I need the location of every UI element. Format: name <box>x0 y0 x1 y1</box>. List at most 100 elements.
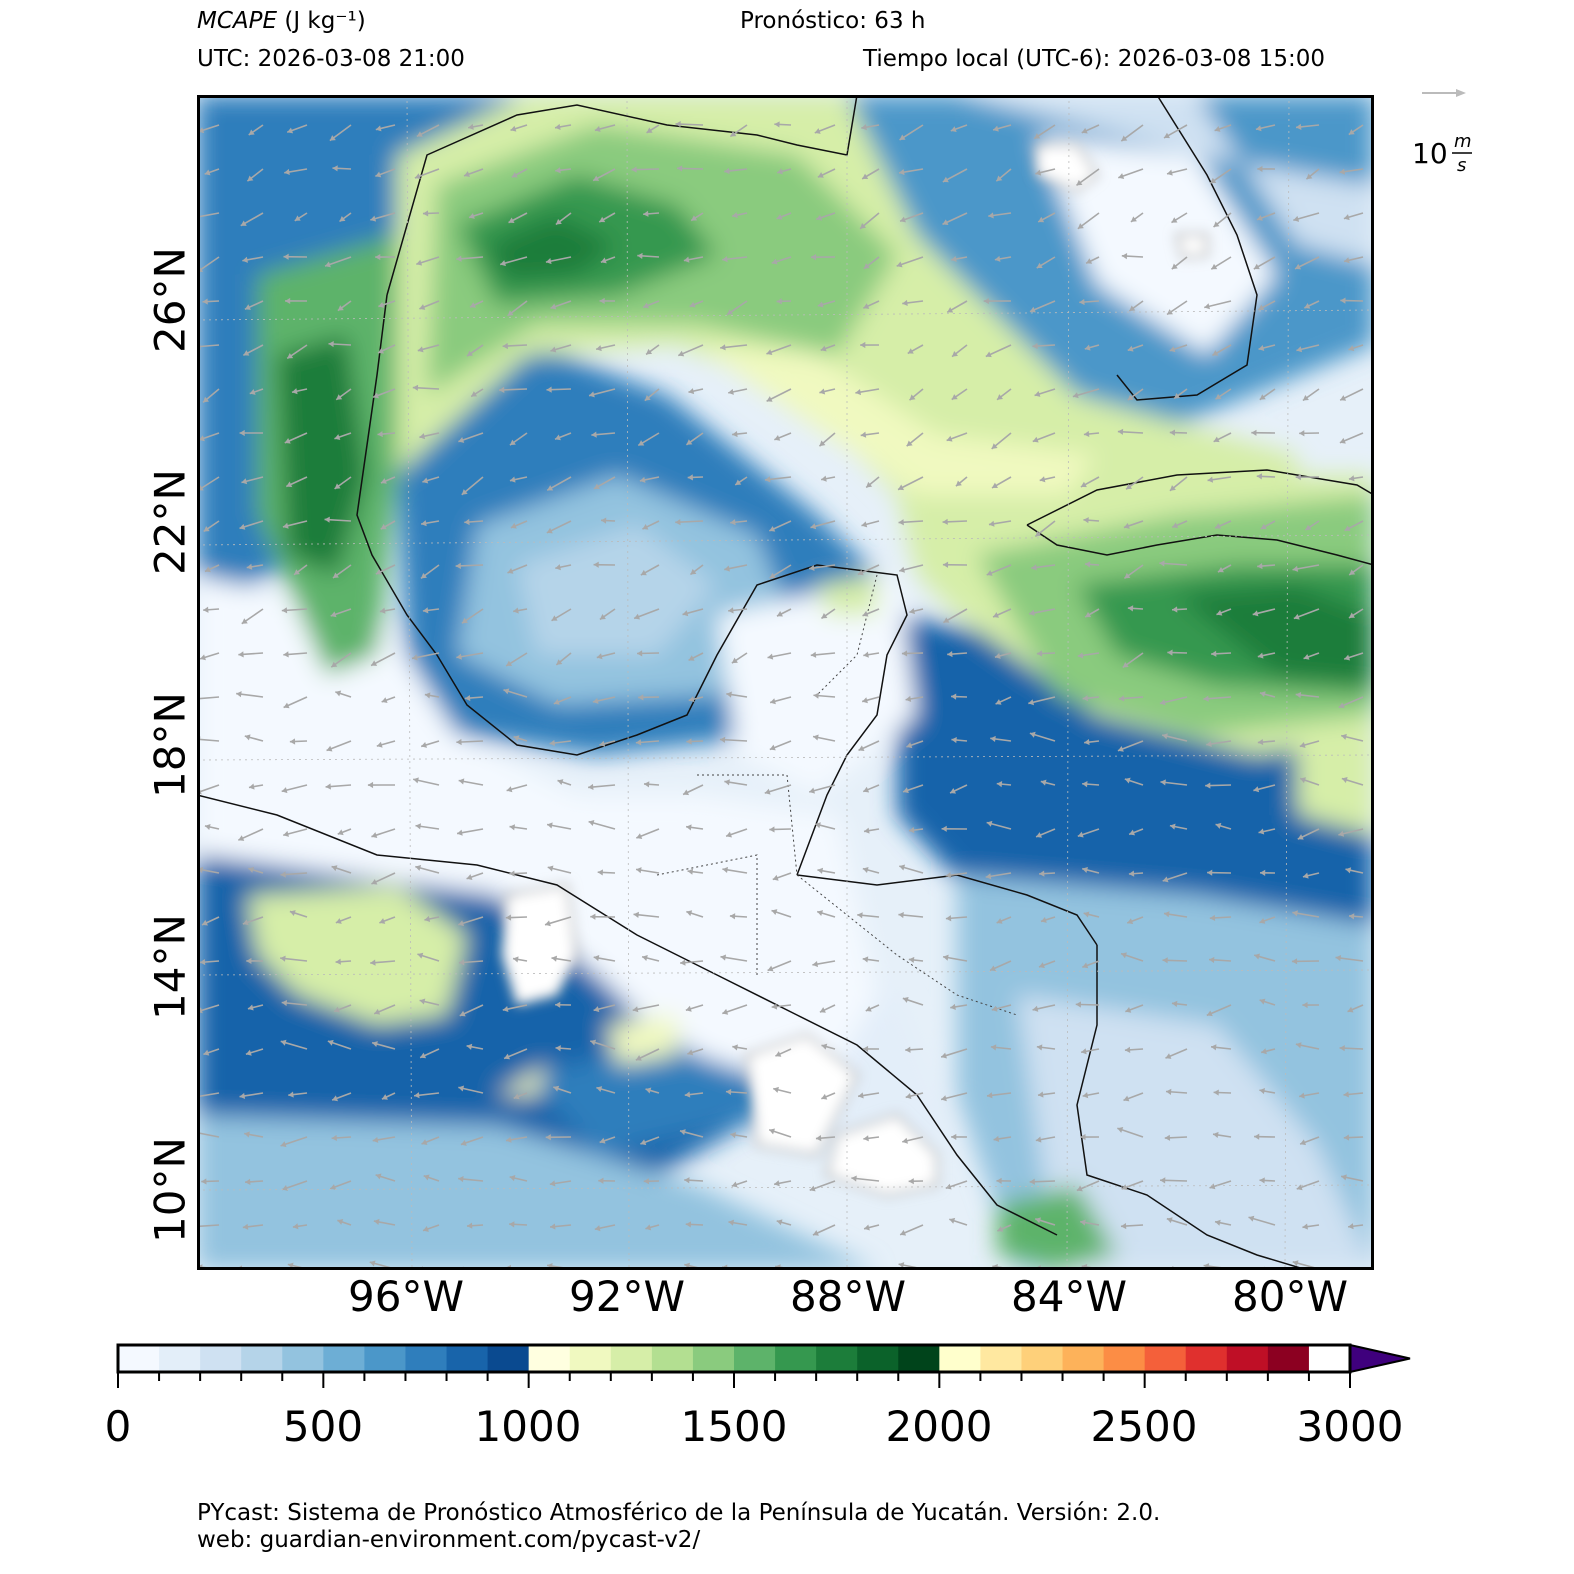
wind-vector-head <box>990 1044 997 1051</box>
variable-title: MCAPE (J kg⁻¹) <box>197 8 366 34</box>
wind-vector-head <box>1077 831 1084 838</box>
wind-vector-head <box>675 121 681 128</box>
wind-vector-head <box>902 1137 908 1144</box>
wind-vector-head <box>1295 691 1302 699</box>
wind-vector-head <box>1081 1048 1087 1055</box>
wind-vector-head <box>687 474 693 481</box>
wind-vector-head <box>1171 217 1178 223</box>
wind-vector-head <box>1124 1046 1131 1053</box>
wind-vector-head <box>373 1218 380 1226</box>
lat-label-18n: 18°N <box>145 692 195 798</box>
wind-vector-head <box>947 307 954 313</box>
wind-vector-head <box>1126 483 1133 490</box>
wind-vector-head <box>1121 952 1127 959</box>
wind-vector-head <box>858 745 865 752</box>
wind-vector-head <box>684 1091 691 1098</box>
wind-vector-head <box>1159 699 1166 706</box>
wind-vector-head <box>1117 1126 1124 1133</box>
wind-vector-head <box>1174 392 1181 399</box>
wind-vector-head <box>1039 962 1045 969</box>
wind-vector-head <box>1035 1136 1042 1143</box>
wind-vector-head <box>988 212 994 219</box>
wind-vector-head <box>732 1044 738 1051</box>
wind-vector-head <box>247 175 254 182</box>
wind-vector-head <box>636 833 643 839</box>
wind-vector-head <box>997 1226 1004 1232</box>
wind-vector-head <box>1296 346 1303 353</box>
wind-vector-head <box>1040 916 1047 923</box>
wind-vector-head <box>239 429 245 437</box>
wind-vector-head <box>1160 779 1166 786</box>
wind-vector-head <box>686 910 693 917</box>
wind-vector-head <box>994 255 1001 262</box>
wind-vector-reference: 10 m s <box>1412 89 1472 176</box>
wind-vector-head <box>722 256 728 263</box>
wind-vector-head <box>371 832 378 839</box>
wind-vector-head <box>1339 1045 1345 1052</box>
wind-vector-head <box>1117 428 1124 435</box>
wind-vector-head <box>642 524 649 530</box>
wind-vector-head <box>947 650 953 658</box>
wind-vector-head <box>1260 523 1267 530</box>
wind-vector-head <box>421 741 427 748</box>
wind-vector-head <box>1162 876 1169 883</box>
wind-vector-head <box>1292 1260 1299 1267</box>
wind-vector-head <box>1253 786 1260 793</box>
wind-vector-head <box>766 349 773 356</box>
wind-vector-head <box>510 522 517 529</box>
wind-vector-head <box>908 956 915 964</box>
wind-vector-head <box>471 391 478 397</box>
wind-vector-head <box>1036 650 1043 657</box>
wind-vector-head <box>1207 476 1214 483</box>
wind-vector-head <box>812 961 819 968</box>
wind-vector-head <box>594 1225 601 1232</box>
wind-vector-head <box>238 835 245 841</box>
wind-vector-head <box>1291 958 1298 965</box>
wind-vector-head <box>1348 129 1355 135</box>
wind-vector-head <box>555 1045 561 1052</box>
wind-vector-head <box>861 124 867 131</box>
wind-vector-head <box>380 478 387 484</box>
forecast-hour: Pronóstico: 63 h <box>740 8 926 34</box>
wind-vector-head <box>898 519 904 526</box>
colorbar-swatch <box>1103 1345 1146 1372</box>
wind-vector-head <box>244 1131 250 1138</box>
wind-vector-head <box>1036 1044 1043 1051</box>
wind-vector-head <box>1348 475 1355 482</box>
wind-vector-head <box>1214 523 1221 529</box>
wind-vector-head <box>1259 998 1266 1005</box>
wind-vector-head <box>814 128 821 134</box>
wind-vector-head <box>421 1139 428 1145</box>
wind-vector-head <box>727 309 734 315</box>
wind-vector-head <box>907 348 914 354</box>
wind-vector-head <box>327 1039 334 1046</box>
wind-vector-head <box>686 738 692 745</box>
wind-vector-head <box>246 957 252 965</box>
lat-label-10n: 10°N <box>145 1137 195 1243</box>
wind-vector-head <box>330 611 337 618</box>
wind-vector-head <box>645 1087 652 1094</box>
wind-vector-head <box>325 261 331 268</box>
wind-vector-head <box>637 252 643 260</box>
wind-vector-head <box>765 476 771 483</box>
wind-vector-head <box>280 1141 287 1148</box>
wind-vector-head <box>1082 866 1088 873</box>
wind-vector-head <box>772 874 779 881</box>
wind-vector-head <box>675 519 681 526</box>
wind-vector-head <box>722 1008 729 1015</box>
wind-vector-head <box>686 439 693 445</box>
wind-vector-head <box>809 564 815 571</box>
wind-vector-head <box>1165 1053 1172 1059</box>
wind-vector-head <box>201 919 208 926</box>
lon-label-80w: 80°W <box>1232 1272 1348 1321</box>
wind-vector-head <box>728 1219 735 1226</box>
wind-vector-head <box>244 304 251 310</box>
vector-ref-value: 10 <box>1412 137 1448 170</box>
wind-vector-head <box>812 1230 819 1236</box>
wind-vector-head <box>642 954 648 961</box>
wind-vector-head <box>631 166 637 173</box>
wind-vector-head <box>203 1049 210 1056</box>
wind-vector-head <box>596 1086 603 1093</box>
wind-vector-head <box>857 912 863 919</box>
wind-vector-head <box>337 305 344 311</box>
